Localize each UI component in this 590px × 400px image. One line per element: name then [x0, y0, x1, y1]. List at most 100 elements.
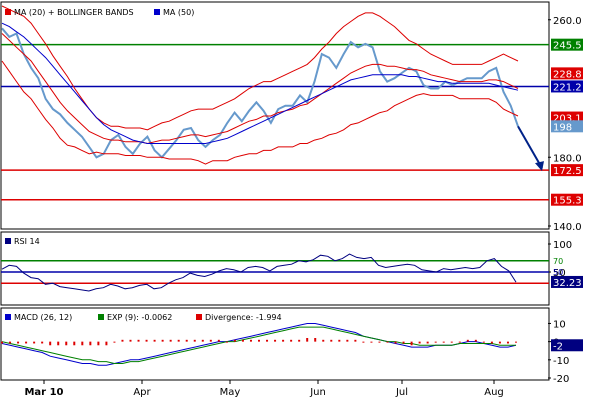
level-label: 50	[553, 268, 563, 277]
value-tag	[551, 339, 583, 352]
rsi-legend: RSI 14	[5, 237, 40, 246]
divergence-bar	[338, 339, 341, 342]
divergence-bar	[225, 341, 228, 343]
divergence-bar	[450, 341, 453, 343]
y-tick-label: -20	[553, 374, 569, 385]
divergence-bar	[274, 339, 277, 342]
value-tag-label: 32.23	[553, 278, 582, 289]
divergence-bar	[515, 341, 517, 343]
divergence-bar	[410, 341, 413, 346]
divergence-bar	[201, 339, 204, 342]
divergence-bar	[458, 341, 461, 343]
divergence-bar	[17, 341, 20, 344]
divergence-bar	[121, 339, 124, 342]
level-tag-label: 172.5	[553, 166, 582, 177]
divergence-bar	[282, 339, 285, 342]
macd-legend: MACD (26, 12) EXP (9): -0.0062 Divergenc…	[5, 313, 282, 322]
value-tag	[551, 275, 583, 288]
divergence-bar	[482, 341, 485, 343]
divergence-bar	[169, 339, 172, 342]
divergence-bar	[466, 339, 469, 342]
divergence-bar	[346, 339, 349, 342]
divergence-bar	[1, 341, 3, 344]
rsi-panel-frame	[0, 231, 550, 306]
divergence-bar	[306, 338, 309, 342]
level-tag	[551, 80, 583, 93]
legend-rsi-label: RSI 14	[14, 237, 40, 246]
divergence-bar	[298, 339, 301, 342]
series-line-price	[1, 27, 519, 159]
price-panel: 260.0 180.0 140.0 245.5 221.2 172.5 155.3 228.8…	[1, 5, 583, 233]
series-line-macd	[1, 323, 517, 366]
divergence-bar	[354, 339, 357, 342]
rsi-panel: 1005070503032.23	[1, 240, 583, 292]
divergence-bar	[209, 339, 212, 342]
level-tag-label: 155.3	[553, 196, 582, 207]
divergence-bar	[402, 341, 405, 344]
legend-ma20-label: MA (20) + BOLLINGER BANDS	[14, 8, 134, 17]
level-label: 70	[553, 257, 563, 266]
price-legend: MA (20) + BOLLINGER BANDS MA (50)	[5, 8, 194, 17]
divergence-bar	[418, 341, 421, 344]
y-tick-label: 180.0	[553, 153, 582, 164]
x-tick-label: Apr	[133, 387, 151, 398]
y-tick-label: 100	[553, 240, 572, 251]
divergence-bar	[434, 341, 437, 343]
divergence-bar	[249, 339, 252, 342]
divergence-bar	[193, 339, 196, 342]
divergence-bar	[362, 341, 365, 343]
price-tag-label: 203.1	[553, 114, 582, 125]
divergence-bar	[378, 341, 381, 343]
divergence-bar	[185, 339, 188, 342]
divergence-bar	[442, 341, 445, 343]
divergence-bar	[113, 341, 116, 343]
divergence-bar	[33, 341, 36, 344]
forecast-arrow	[517, 125, 543, 169]
series-line-exp-9-	[1, 326, 516, 364]
macd-panel: 100-10-20-2	[1, 319, 583, 385]
level-tag	[551, 164, 583, 177]
divergence-bar	[161, 339, 164, 342]
divergence-bar	[258, 339, 260, 342]
x-tick-label: Aug	[484, 387, 504, 398]
x-tick-label: Jul	[395, 387, 408, 398]
y-tick-label: 50	[553, 268, 566, 279]
y-tick-label: 260.0	[553, 16, 582, 27]
divergence-bar	[153, 339, 156, 342]
legend-swatch-exp	[98, 314, 104, 320]
divergence-bar	[145, 339, 148, 342]
divergence-bar	[73, 341, 76, 346]
x-tick-label: May	[220, 387, 241, 398]
x-tick-label: Jun	[309, 387, 326, 398]
legend-swatch-divergence	[196, 314, 202, 320]
divergence-bar	[370, 341, 373, 343]
divergence-bar	[314, 338, 317, 342]
divergence-bar	[241, 339, 244, 342]
series-line-ma-20-	[1, 33, 519, 145]
divergence-bar	[129, 339, 132, 342]
divergence-bar	[394, 341, 397, 344]
divergence-bar	[426, 341, 429, 344]
legend-swatch-macd	[5, 314, 11, 320]
y-tick-label: 10	[553, 319, 566, 330]
legend-exp-label: EXP (9): -0.0062	[107, 313, 172, 322]
legend-divergence-label: Divergence: -1.994	[205, 313, 282, 322]
divergence-bar	[217, 339, 220, 342]
level-tag	[551, 38, 583, 51]
divergence-bar	[9, 341, 12, 344]
value-tag-label: -2	[553, 341, 563, 352]
x-tick-label: Mar 10	[24, 387, 63, 398]
divergence-bar	[266, 339, 269, 342]
divergence-bar	[322, 339, 325, 342]
y-tick-label: 140.0	[553, 222, 582, 233]
level-tag-label: 245.5	[553, 41, 582, 52]
divergence-bar	[490, 341, 493, 344]
divergence-bar	[89, 341, 92, 346]
level-tag	[551, 193, 583, 206]
x-axis: Mar 10 Apr May Jun Jul Aug	[24, 380, 504, 398]
divergence-bar	[57, 341, 60, 346]
divergence-bar	[41, 341, 44, 344]
divergence-bar	[474, 339, 477, 342]
divergence-bar	[498, 341, 501, 344]
